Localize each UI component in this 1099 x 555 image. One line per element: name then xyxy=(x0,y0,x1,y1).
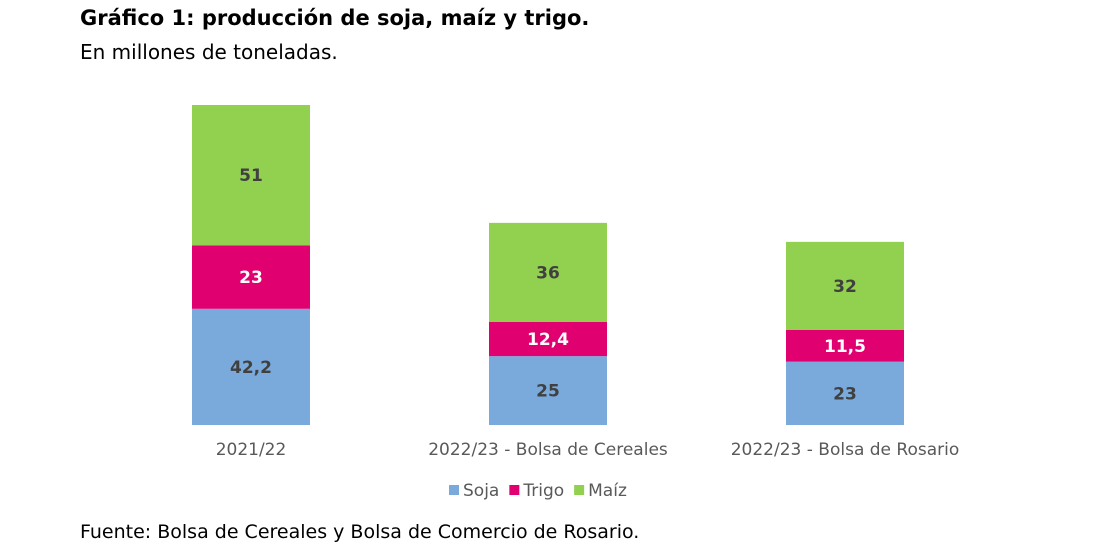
legend-swatch-maiz xyxy=(574,485,585,495)
bar-maiz-2 xyxy=(489,222,607,323)
data-label-trigo-2: 12,4 xyxy=(527,330,569,350)
chart-title: Gráfico 1: producción de soja, maíz y tr… xyxy=(80,6,590,30)
bar-soja-2 xyxy=(489,356,607,425)
legend-swatch-soja xyxy=(449,485,459,495)
bar-soja-3 xyxy=(786,361,904,425)
bar-soja-1 xyxy=(192,308,310,425)
data-label-trigo-3: 11,5 xyxy=(824,337,866,357)
bar-trigo-1 xyxy=(192,245,310,309)
bar-trigo-3 xyxy=(786,329,904,362)
data-label-maiz-2: 36 xyxy=(536,263,560,283)
category-label-2: 2022/23 - Bolsa de Cereales xyxy=(428,440,668,460)
data-label-maiz-1: 51 xyxy=(239,166,263,186)
legend-label-maiz: Maíz xyxy=(588,481,627,501)
data-label-maiz-3: 32 xyxy=(833,277,857,297)
bar-maiz-3 xyxy=(786,241,904,330)
category-label-1: 2021/22 xyxy=(216,440,287,460)
bar-trigo-2 xyxy=(489,322,607,357)
chart-subtitle: En millones de toneladas. xyxy=(80,40,338,64)
legend-label-trigo: Trigo xyxy=(522,481,564,501)
category-labels: 2021/22 2022/23 - Bolsa de Cereales 2022/2… xyxy=(216,440,960,460)
legend: Soja Trigo Maíz xyxy=(449,481,627,501)
data-label-soja-3: 23 xyxy=(833,384,857,404)
data-label-soja-1: 42,2 xyxy=(230,358,272,378)
data-label-trigo-1: 23 xyxy=(239,268,263,288)
bar-maiz-1 xyxy=(192,105,310,246)
category-label-3: 2022/23 - Bolsa de Rosario xyxy=(731,440,960,460)
source-note: Fuente: Bolsa de Cereales y Bolsa de Com… xyxy=(80,521,640,543)
legend-label-soja: Soja xyxy=(463,481,499,501)
bars-group: 42,2 23 51 25 12,4 36 23 11,5 32 xyxy=(192,105,904,425)
legend-swatch-trigo xyxy=(509,485,520,495)
data-label-soja-2: 25 xyxy=(536,382,560,402)
